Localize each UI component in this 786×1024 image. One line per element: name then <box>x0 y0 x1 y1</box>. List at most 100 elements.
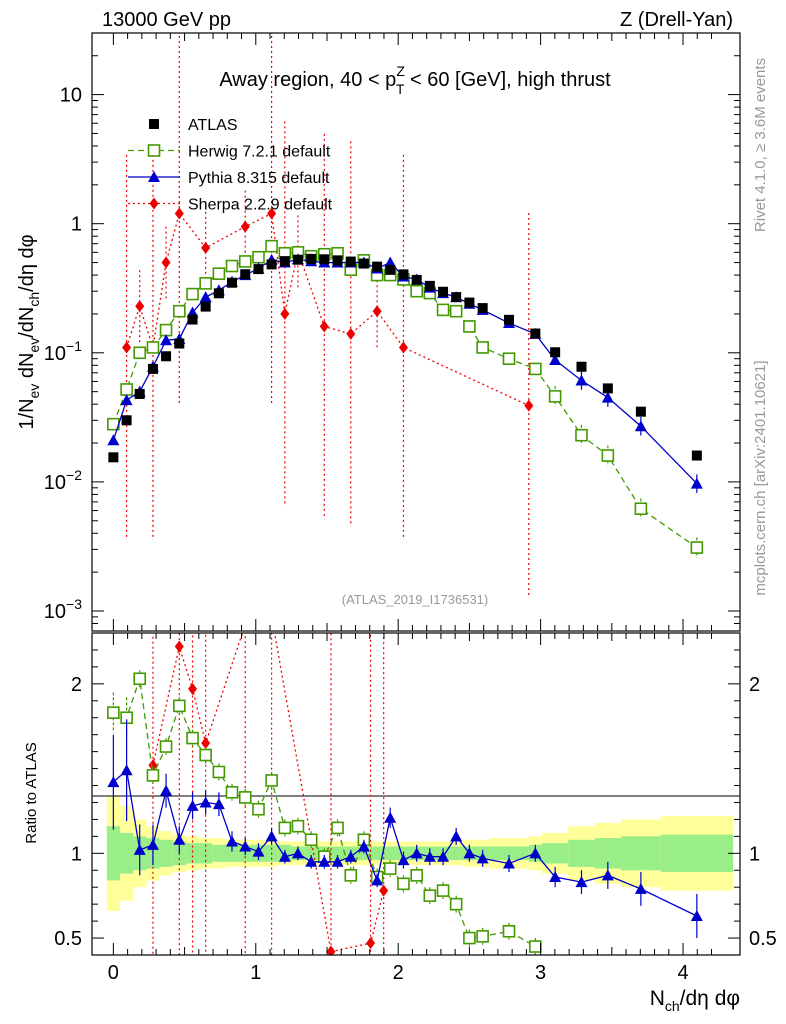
ratio-point <box>304 833 318 847</box>
ratio-point <box>212 798 225 810</box>
legend-marker <box>149 197 159 210</box>
ratio-band-green <box>370 846 384 861</box>
ratio-point <box>291 819 305 833</box>
main-line-sherpa-2-2-9-default <box>125 212 530 407</box>
ratio-point <box>225 835 238 847</box>
ratio-point <box>278 850 291 862</box>
main-point <box>691 450 702 461</box>
ratio-point <box>265 774 278 787</box>
ratio-y-tick-label: 0.5 <box>54 928 82 950</box>
legend-marker <box>147 144 161 157</box>
main-point <box>120 383 133 396</box>
main-point <box>411 274 422 285</box>
main-point <box>252 250 265 264</box>
ratio-point <box>305 855 318 867</box>
main-point <box>161 256 171 269</box>
main-point <box>424 280 435 291</box>
ratio-band-green <box>225 844 239 862</box>
main-point <box>575 374 588 386</box>
ratio-point <box>199 796 212 808</box>
main-point <box>240 269 251 280</box>
ratio-marks <box>107 633 703 955</box>
ratio-point <box>133 843 146 855</box>
ratio-point <box>549 871 562 883</box>
ratio-point <box>186 799 199 811</box>
main-point <box>438 286 449 297</box>
main-point <box>267 207 277 220</box>
ratio-point <box>423 889 437 902</box>
ratio-point <box>379 884 389 897</box>
main-point <box>146 341 160 354</box>
ratio-frame <box>91 632 741 956</box>
ratio-point <box>252 845 265 857</box>
main-point <box>134 388 145 399</box>
main-point <box>503 314 514 325</box>
legend-marker <box>149 119 159 129</box>
main-series-herwig-7-2-1-default <box>107 239 704 558</box>
main-point <box>524 399 534 412</box>
main-point <box>212 267 226 280</box>
ratio-point <box>397 877 410 891</box>
main-point <box>634 420 647 432</box>
main-point <box>159 323 173 337</box>
main-point <box>372 305 382 318</box>
main-point <box>213 288 224 299</box>
ratio-point <box>265 830 278 842</box>
main-series-atlas <box>108 253 702 463</box>
ratio-point <box>107 776 120 788</box>
main-point <box>601 449 615 462</box>
main-point <box>160 334 173 346</box>
main-point <box>279 256 290 267</box>
ratio-point <box>410 869 424 882</box>
main-y-tick-label: 10−1 <box>44 338 82 365</box>
ratio-point <box>423 850 436 862</box>
main-y-tick-label: 10−2 <box>44 467 82 494</box>
ratio-point <box>476 930 489 943</box>
ratio-point <box>449 897 463 911</box>
ratio-point <box>173 699 186 713</box>
ratio-band-green <box>106 826 120 881</box>
main-point <box>226 277 237 288</box>
ratio-point <box>201 737 211 750</box>
main-point <box>463 320 476 333</box>
main-point <box>187 314 198 325</box>
main-point <box>240 220 250 233</box>
ratio-point <box>397 854 410 866</box>
main-point <box>121 415 132 426</box>
legend-label: Pythia 8.315 default <box>188 170 330 187</box>
main-point <box>575 428 588 442</box>
ratio-point <box>239 840 252 852</box>
ratio-band-green <box>489 846 529 861</box>
ratio-point <box>601 869 614 881</box>
ratio-y-tick-label-right: 2 <box>749 674 760 696</box>
x-tick-label: 1 <box>250 962 261 984</box>
ratio-point <box>133 672 147 686</box>
main-point <box>549 353 562 365</box>
main-point <box>502 352 516 366</box>
ratio-y-tick-label: 2 <box>71 674 82 696</box>
legend-label: Herwig 7.2.1 default <box>188 144 331 161</box>
ratio-band-green <box>199 843 213 864</box>
ratio-point <box>575 876 588 888</box>
main-point <box>602 383 613 394</box>
ratio-point <box>148 759 158 772</box>
ratio-band-green <box>383 846 397 861</box>
ratio-point <box>502 924 516 938</box>
main-ticks: 10 1 10−1 10−2 10−3 <box>44 32 740 632</box>
main-point <box>319 254 330 265</box>
ratio-point <box>529 940 542 953</box>
main-point <box>107 434 120 446</box>
main-point <box>601 391 614 403</box>
main-point <box>133 346 147 360</box>
main-point <box>476 341 489 354</box>
ratio-series-pythia-8-315-default <box>107 719 703 939</box>
mcplots-credit-text: mcplots.cern.ch [arXiv:2401.10621] <box>752 360 769 595</box>
main-point <box>135 300 145 313</box>
ratio-point <box>529 847 542 859</box>
header-left: 13000 GeV pp <box>102 9 231 31</box>
main-point <box>161 351 172 362</box>
ratio-point <box>463 931 476 945</box>
ratio-band-green <box>212 844 226 862</box>
ratio-band-green <box>449 846 463 861</box>
ratio-point <box>160 784 173 796</box>
